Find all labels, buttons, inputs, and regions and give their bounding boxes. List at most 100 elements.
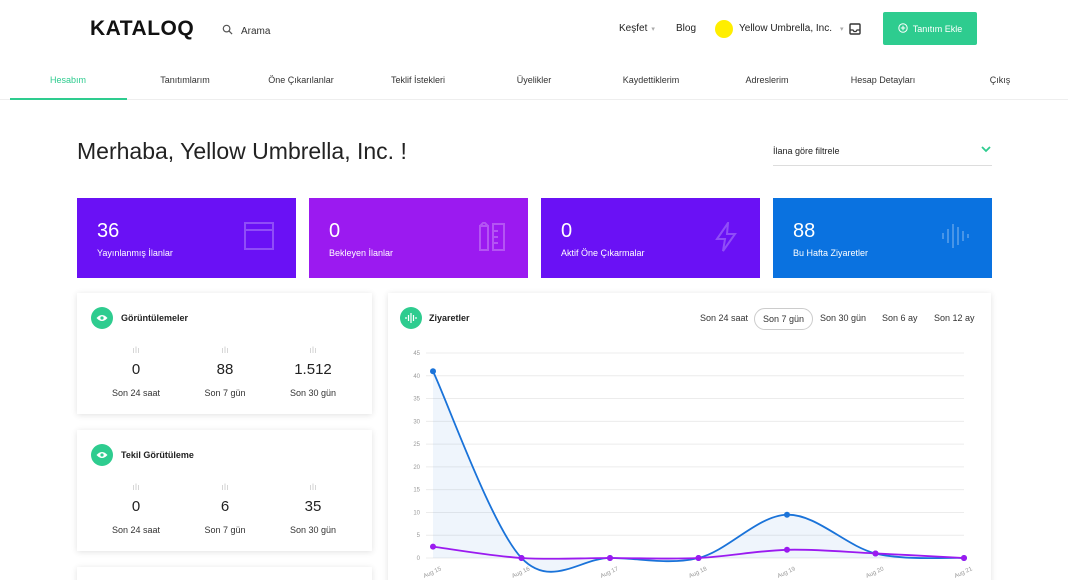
y-tick-label: 15 <box>413 488 420 494</box>
metric-7d: ıIı 6 Son 7 gün <box>185 482 265 535</box>
data-point <box>695 555 702 561</box>
account-tabs: Hesabım Tanıtımlarım Öne Çıkarılanlar Te… <box>0 62 1068 100</box>
metric-label: Son 30 gün <box>289 388 337 398</box>
chevron-down-icon <box>980 143 992 157</box>
tab-adreslerim[interactable]: Adreslerim <box>745 75 789 85</box>
range-6m[interactable]: Son 6 ay <box>882 313 918 323</box>
y-tick-label: 35 <box>413 397 420 403</box>
data-point <box>784 546 790 553</box>
avatar[interactable] <box>715 20 733 38</box>
y-tick-label: 5 <box>417 533 421 539</box>
add-listing-label: Tanıtım Ekle <box>912 23 963 34</box>
search-bar[interactable] <box>222 22 361 40</box>
series-area <box>433 371 964 572</box>
tab-teklif-istekleri[interactable]: Teklif İstekleri <box>390 75 446 85</box>
data-point <box>430 543 436 550</box>
listing-filter-select[interactable]: İlana göre filtrele <box>773 140 992 166</box>
eye-icon <box>91 307 113 329</box>
bar-chart-icon: ıIı <box>221 482 229 492</box>
stat-label: Aktif Öne Çıkarmalar <box>561 248 645 258</box>
inbox-icon[interactable] <box>849 22 861 40</box>
x-tick-label: Aug 15 <box>423 566 443 580</box>
data-point <box>430 368 436 375</box>
panel-title: Tekil Görütüleme <box>121 450 194 460</box>
logo[interactable]: KATALOQ <box>90 17 195 40</box>
data-point <box>518 555 525 561</box>
tab-one-cikarilanlar[interactable]: Öne Çıkarılanlar <box>268 75 334 85</box>
bar-chart-icon: ıIı <box>221 345 229 355</box>
search-input[interactable] <box>241 25 361 37</box>
y-tick-label: 30 <box>413 419 420 425</box>
x-tick-label: Aug 17 <box>600 566 620 580</box>
y-tick-label: 10 <box>413 510 420 516</box>
bar-chart-icon: ıIı <box>132 345 140 355</box>
sound-wave-icon <box>940 222 970 255</box>
tab-hesap-detaylari[interactable]: Hesap Detayları <box>850 75 916 85</box>
add-listing-button[interactable]: Tanıtım Ekle <box>883 12 977 45</box>
blog-link[interactable]: Blog <box>676 23 697 34</box>
tab-cikis[interactable]: Çıkış <box>989 75 1011 85</box>
range-30d[interactable]: Son 30 gün <box>820 313 867 323</box>
stat-card-active-featured: 0 Aktif Öne Çıkarmalar <box>541 198 760 278</box>
metric-24h: ıIı 0 Son 24 saat <box>96 345 176 398</box>
stat-card-published: 36 Yayınlanmış İlanlar <box>77 198 296 278</box>
chevron-down-icon: ▾ <box>840 25 844 33</box>
x-tick-label: Aug 16 <box>511 566 531 580</box>
account-menu[interactable]: Yellow Umbrella, Inc. ▾ <box>739 23 844 34</box>
metric-30d: ıIı 35 Son 30 gün <box>273 482 353 535</box>
data-point <box>961 555 967 561</box>
x-tick-label: Aug 19 <box>777 566 797 580</box>
metric-value: 0 <box>131 498 141 515</box>
x-tick-label: Aug 20 <box>865 566 885 580</box>
page-title: Merhaba, Yellow Umbrella, Inc. ! <box>77 138 407 164</box>
panel-title: Ziyaretler <box>429 313 470 323</box>
stat-label: Bu Hafta Ziyaretler <box>793 248 869 258</box>
y-tick-label: 20 <box>413 465 420 471</box>
next-panel <box>77 567 372 580</box>
search-icon[interactable] <box>222 22 233 40</box>
stat-value: 0 <box>561 220 573 242</box>
metric-value: 0 <box>131 361 141 378</box>
range-24h[interactable]: Son 24 saat <box>700 313 749 323</box>
metric-label: Son 24 saat <box>111 388 161 398</box>
stat-label: Bekleyen İlanlar <box>329 248 394 258</box>
filter-label: İlana göre filtrele <box>773 146 840 156</box>
panel-title: Görüntülemeler <box>121 313 189 323</box>
stat-value: 36 <box>97 220 120 242</box>
metric-value: 35 <box>304 498 322 515</box>
discover-menu[interactable]: Keşfet ▾ <box>619 23 655 34</box>
tab-kaydettiklerim[interactable]: Kaydettiklerim <box>622 75 680 85</box>
unique-views-panel: Tekil Görütüleme ıIı 0 Son 24 saat ıIı 6… <box>77 430 372 551</box>
metric-24h: ıIı 0 Son 24 saat <box>96 482 176 535</box>
bar-chart-icon: ıIı <box>132 482 140 492</box>
chevron-down-icon: ▾ <box>651 25 655 33</box>
top-header: KATALOQ Keşfet ▾ Blog Yellow Umbrella, I… <box>0 0 1068 60</box>
range-7d[interactable]: Son 7 gün <box>754 308 814 330</box>
metric-30d: ıIı 1.512 Son 30 gün <box>273 345 353 398</box>
y-tick-label: 0 <box>417 556 421 562</box>
tab-hesabim[interactable]: Hesabım <box>49 75 87 85</box>
metric-value: 88 <box>216 361 234 378</box>
series-line <box>432 370 965 573</box>
metric-7d: ıIı 88 Son 7 gün <box>185 345 265 398</box>
stat-value: 88 <box>793 220 816 242</box>
views-panel: Görüntülemeler ıIı 0 Son 24 saat ıIı 88 … <box>77 293 372 414</box>
stat-card-weekly-visits: 88 Bu Hafta Ziyaretler <box>773 198 992 278</box>
metric-label: Son 30 gün <box>289 525 337 535</box>
y-tick-label: 40 <box>413 374 420 380</box>
tab-uyelikler[interactable]: Üyelikler <box>516 75 552 85</box>
metric-value: 1.512 <box>294 361 332 378</box>
stat-card-pending: 0 Bekleyen İlanlar <box>309 198 528 278</box>
x-tick-label: Aug 21 <box>954 566 974 580</box>
visits-panel: Ziyaretler Son 24 saat Son 7 gün Son 30 … <box>388 293 991 580</box>
data-point <box>872 550 879 557</box>
tab-tanitimlarim[interactable]: Tanıtımlarım <box>160 75 210 85</box>
bar-chart-icon: ıIı <box>309 482 317 492</box>
discover-label: Keşfet <box>619 23 648 34</box>
sound-wave-icon <box>400 307 422 329</box>
bar-chart-icon: ıIı <box>309 345 317 355</box>
eye-icon <box>91 444 113 466</box>
pen-ruler-icon <box>478 220 506 257</box>
range-12m[interactable]: Son 12 ay <box>934 313 975 323</box>
data-point <box>784 511 790 518</box>
